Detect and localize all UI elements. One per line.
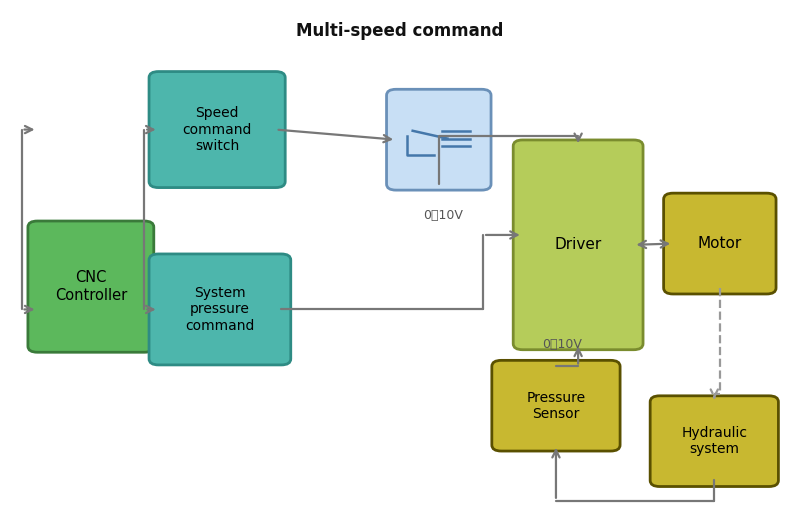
- FancyBboxPatch shape: [149, 72, 286, 187]
- FancyBboxPatch shape: [386, 89, 491, 190]
- Text: CNC
Controller: CNC Controller: [54, 270, 127, 303]
- FancyBboxPatch shape: [514, 140, 643, 350]
- FancyBboxPatch shape: [492, 360, 620, 451]
- Text: Driver: Driver: [554, 237, 602, 252]
- Text: Speed
command
switch: Speed command switch: [182, 107, 252, 153]
- Text: System
pressure
command: System pressure command: [186, 286, 254, 333]
- Text: Motor: Motor: [698, 236, 742, 251]
- FancyBboxPatch shape: [149, 254, 290, 365]
- Text: 0～10V: 0～10V: [542, 338, 582, 351]
- FancyBboxPatch shape: [664, 193, 776, 294]
- FancyBboxPatch shape: [650, 396, 778, 487]
- Text: Multi-speed command: Multi-speed command: [296, 22, 504, 40]
- FancyBboxPatch shape: [28, 221, 154, 352]
- Text: 0～10V: 0～10V: [424, 209, 463, 222]
- Text: Hydraulic
system: Hydraulic system: [682, 426, 747, 456]
- Text: Pressure
Sensor: Pressure Sensor: [526, 390, 586, 421]
